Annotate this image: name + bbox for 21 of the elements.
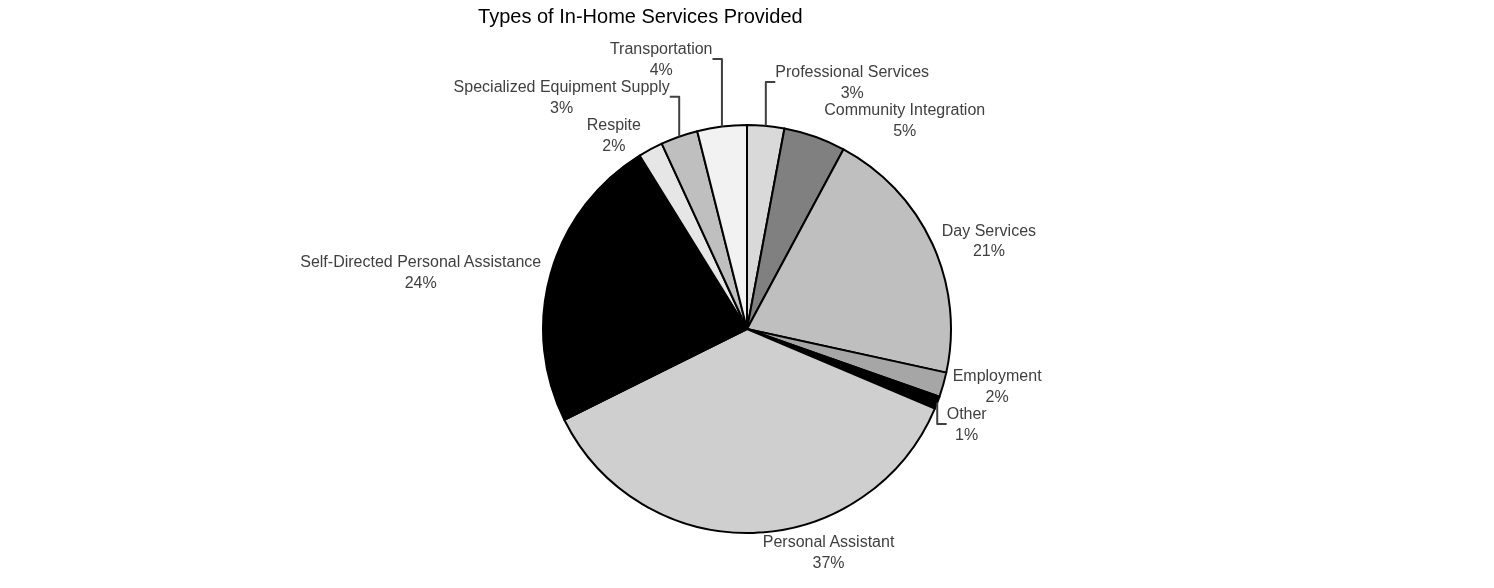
slice-label: Respite bbox=[586, 115, 642, 133]
slice-label: Community Integration bbox=[824, 100, 986, 118]
slice-label: Day Services bbox=[941, 221, 1037, 239]
slice-label: Other bbox=[946, 405, 988, 423]
slice-label: Self-Directed Personal Assistance bbox=[300, 252, 542, 270]
slice-label: Professional Services bbox=[775, 63, 930, 81]
data-label: 4% bbox=[649, 60, 673, 78]
data-label: 3% bbox=[550, 98, 574, 116]
slice-label: Transportation bbox=[609, 40, 713, 58]
data-label: 3% bbox=[840, 83, 864, 101]
data-label: 21% bbox=[972, 242, 1005, 260]
data-label: 24% bbox=[404, 273, 437, 291]
slice-label: Specialized Equipment Supply bbox=[453, 77, 670, 95]
chart-title: Types of In-Home Services Provided bbox=[478, 4, 803, 27]
slice-label: Personal Assistant bbox=[762, 532, 895, 550]
data-label: 5% bbox=[893, 121, 917, 139]
data-label: 2% bbox=[985, 388, 1009, 406]
slice-label: Employment bbox=[952, 367, 1043, 385]
data-label: 2% bbox=[602, 136, 626, 154]
data-label: 37% bbox=[812, 553, 845, 571]
data-label: 1% bbox=[955, 425, 979, 443]
